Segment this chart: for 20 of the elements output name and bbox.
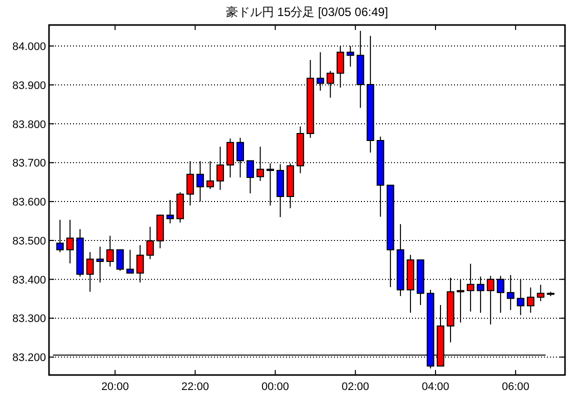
y-tick-label: 83.500	[12, 235, 46, 248]
chart-title: 豪ドル円 15分足 [03/05 06:49]	[226, 5, 388, 19]
y-tick-label: 83.300	[12, 313, 46, 326]
candlestick	[536, 284, 544, 302]
x-tick-label: 02:00	[342, 381, 370, 393]
x-tick-label: 20:00	[101, 381, 129, 393]
candlestick	[126, 249, 134, 274]
candlestick	[116, 248, 124, 272]
y-tick-label: 83.800	[12, 118, 46, 131]
x-tick-label: 22:00	[181, 381, 209, 393]
x-tick-label: 04:00	[422, 381, 450, 393]
y-tick-label: 83.200	[12, 352, 46, 364]
y-tick-label: 83.400	[12, 274, 46, 286]
y-tick-label: 84.000	[12, 41, 46, 53]
x-tick-label: 00:00	[262, 381, 290, 393]
y-tick-label: 83.900	[12, 80, 46, 92]
y-tick-label: 83.700	[12, 158, 46, 170]
candlestick	[526, 287, 534, 314]
y-tick-label: 83.600	[12, 196, 46, 209]
x-tick-label: 06:00	[502, 381, 530, 393]
